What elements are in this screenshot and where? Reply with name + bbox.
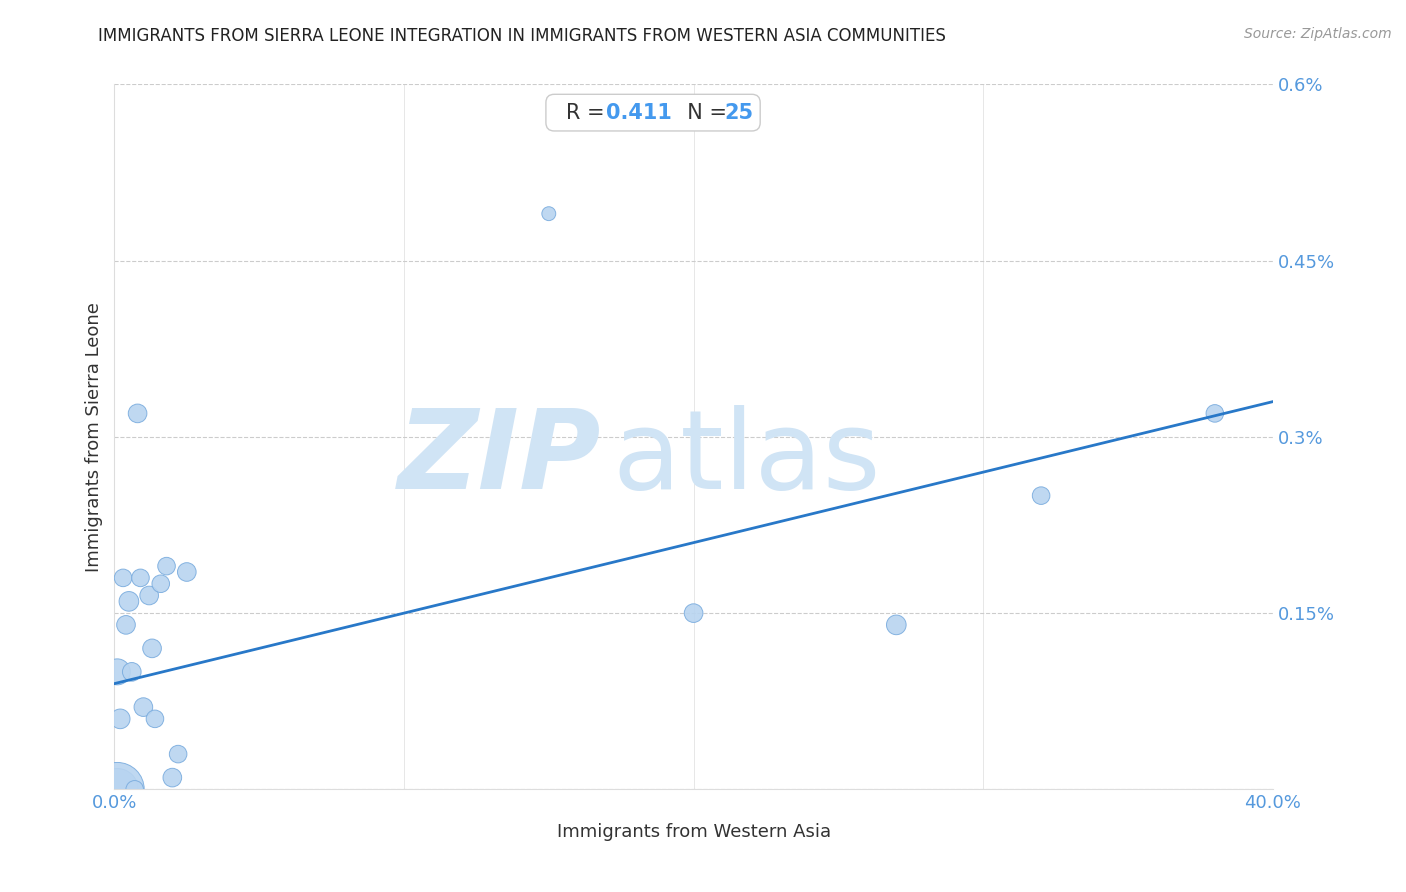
Point	[124, 782, 146, 797]
Point	[143, 712, 166, 726]
X-axis label: Immigrants from Western Asia: Immigrants from Western Asia	[557, 823, 831, 841]
Point	[105, 782, 128, 797]
Point	[127, 406, 149, 420]
Point	[115, 618, 138, 632]
Point	[155, 559, 177, 574]
Text: 25: 25	[725, 103, 754, 122]
Point	[121, 665, 143, 679]
Point	[118, 594, 141, 608]
Point	[105, 782, 128, 797]
Text: R =: R =	[567, 103, 612, 122]
Text: 0.411: 0.411	[606, 103, 672, 122]
Point	[682, 606, 704, 620]
Text: ZIP: ZIP	[398, 405, 600, 511]
Point	[149, 576, 172, 591]
Point	[176, 565, 198, 579]
Point	[112, 571, 135, 585]
Text: atlas: atlas	[613, 405, 882, 511]
Point	[129, 571, 152, 585]
Point	[105, 665, 128, 679]
Point	[537, 207, 560, 221]
Text: Source: ZipAtlas.com: Source: ZipAtlas.com	[1244, 27, 1392, 41]
Point	[162, 771, 184, 785]
Text: N =: N =	[673, 103, 734, 122]
Point	[141, 641, 163, 656]
Point	[108, 712, 131, 726]
Text: IMMIGRANTS FROM SIERRA LEONE INTEGRATION IN IMMIGRANTS FROM WESTERN ASIA COMMUNI: IMMIGRANTS FROM SIERRA LEONE INTEGRATION…	[98, 27, 946, 45]
Point	[884, 618, 907, 632]
Text: R = 0.411   N = 25: R = 0.411 N = 25	[554, 103, 752, 122]
Point	[1204, 406, 1226, 420]
Point	[132, 700, 155, 714]
Point	[138, 589, 160, 603]
Point	[167, 747, 190, 761]
Y-axis label: Immigrants from Sierra Leone: Immigrants from Sierra Leone	[86, 302, 103, 572]
Point	[1029, 489, 1052, 503]
